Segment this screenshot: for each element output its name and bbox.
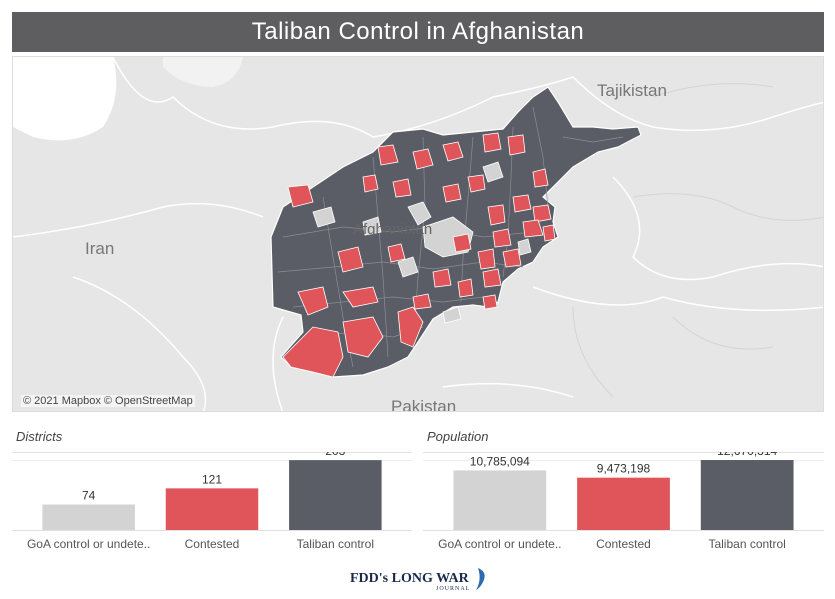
districts-bar-chart[interactable]: 74 GoA control or undete.. 121 Contested 203… (12, 452, 412, 556)
lake (163, 57, 243, 87)
dashboard-title: Taliban Control in Afghanistan (12, 12, 824, 52)
bar-1[interactable] (165, 488, 259, 530)
bar-value-label: 121 (202, 472, 222, 486)
label-afghanistan: Afghanistan (353, 221, 433, 238)
population-chart-title: Population (427, 429, 489, 444)
bar-0[interactable] (42, 504, 135, 530)
label-pakistan: Pakistan (391, 397, 457, 412)
map-attribution[interactable]: © 2021 Mapbox © OpenStreetMap (21, 395, 195, 407)
minor-borders (572, 83, 823, 398)
caspian-sea (13, 57, 117, 141)
logo-mark: FDD's LONG WAR JOURNAL (350, 568, 485, 592)
category-label: Contested (185, 537, 240, 551)
category-label: Taliban control (297, 537, 374, 551)
bar-value-label: 12,670,314 (717, 452, 777, 458)
label-iran: Iran (85, 239, 115, 258)
bar-2[interactable] (700, 460, 794, 530)
svg-text:FDD's LONG WAR: FDD's LONG WAR (350, 571, 470, 586)
bar-value-label: 10,785,094 (470, 454, 530, 468)
bar-value-label: 9,473,198 (597, 462, 651, 476)
category-label: Contested (596, 537, 651, 551)
category-label: GoA control or undete.. (438, 537, 561, 551)
bar-value-label: 74 (82, 489, 96, 503)
label-tajikistan: Tajikistan (597, 81, 667, 100)
population-bar-chart[interactable]: 10,785,094 GoA control or undete.. 9,473,1… (423, 452, 824, 556)
category-label: Taliban control (708, 537, 785, 551)
map-canvas (13, 57, 823, 411)
contested-districts (282, 132, 556, 378)
bar-value-label: 203 (325, 452, 345, 458)
afghanistan-map[interactable]: Tajikistan Iran Afghanistan Pakistan © 2… (12, 56, 824, 412)
svg-text:JOURNAL: JOURNAL (436, 586, 470, 592)
bar-1[interactable] (577, 477, 670, 530)
regional-borders (13, 57, 823, 411)
bar-0[interactable] (453, 470, 547, 530)
districts-chart-title: Districts (16, 429, 63, 444)
bar-2[interactable] (289, 460, 382, 530)
districts-chart-svg: 74 GoA control or undete.. 121 Contested 203… (12, 452, 412, 551)
fdd-long-war-journal-logo[interactable]: FDD's LONG WAR JOURNAL (350, 566, 490, 592)
population-chart-svg: 10,785,094 GoA control or undete.. 9,473,1… (423, 452, 824, 551)
category-label: GoA control or undete.. (27, 537, 150, 551)
